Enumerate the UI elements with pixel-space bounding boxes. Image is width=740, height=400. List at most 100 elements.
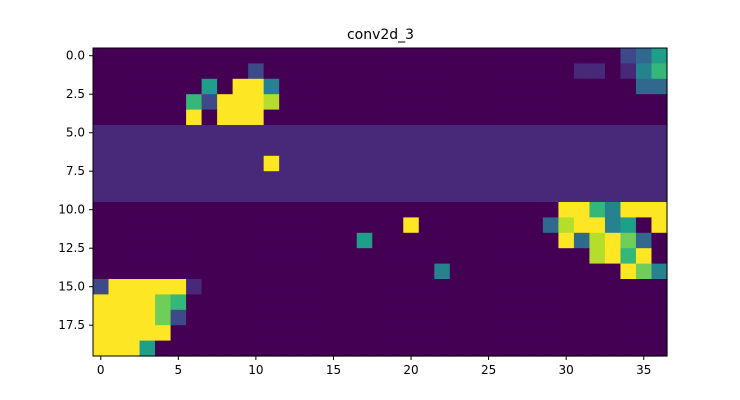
y-tick-label: 5.0 — [66, 126, 85, 140]
heatmap-cell — [325, 63, 342, 80]
heatmap-cell — [248, 186, 265, 203]
heatmap-cell — [186, 263, 203, 280]
heatmap-cell — [341, 279, 358, 295]
heatmap-cell — [449, 155, 466, 172]
heatmap-cell — [511, 202, 528, 218]
heatmap-cell — [465, 125, 482, 141]
heatmap-cell — [418, 140, 435, 157]
heatmap-cell — [310, 202, 327, 218]
heatmap-cell — [403, 155, 420, 172]
heatmap-cell — [589, 63, 606, 80]
y-tick-label: 15.0 — [58, 280, 85, 294]
heatmap-cell — [480, 140, 497, 157]
heatmap-cell — [527, 202, 544, 218]
heatmap-cell — [139, 340, 156, 357]
heatmap-cell — [294, 279, 311, 295]
heatmap-cell — [511, 248, 528, 265]
heatmap-cell — [480, 125, 497, 141]
heatmap-cell — [418, 340, 435, 357]
heatmap-cell — [294, 171, 311, 188]
heatmap-cell — [356, 63, 373, 80]
heatmap-cell — [279, 202, 296, 218]
heatmap-cell — [635, 94, 653, 111]
heatmap-cell — [465, 186, 482, 203]
heatmap-cell — [542, 109, 559, 126]
heatmap-cell — [542, 94, 559, 111]
heatmap-cell — [341, 232, 358, 249]
heatmap-cell — [341, 294, 358, 311]
heatmap-cell — [635, 48, 653, 64]
heatmap-cell — [341, 48, 358, 64]
heatmap-cell — [387, 279, 404, 295]
heatmap-cell — [372, 94, 389, 111]
heatmap-cell — [434, 294, 451, 311]
heatmap-cell — [589, 171, 606, 188]
heatmap-cell — [573, 232, 591, 249]
heatmap-cell — [449, 140, 466, 157]
heatmap-cell — [635, 125, 653, 141]
heatmap-cell — [589, 217, 606, 234]
heatmap-cell — [93, 263, 110, 280]
heatmap-cell — [604, 140, 622, 157]
heatmap-cell — [403, 125, 420, 141]
heatmap-cell — [542, 140, 559, 157]
heatmap-cell — [294, 232, 311, 249]
heatmap-cell — [356, 263, 373, 280]
heatmap-cell — [527, 263, 544, 280]
heatmap-cell — [325, 140, 342, 157]
heatmap-cell — [248, 340, 265, 357]
heatmap-cell — [480, 309, 497, 326]
heatmap-cell — [527, 171, 544, 188]
heatmap-cell — [186, 340, 203, 357]
x-tick-label: 35 — [636, 363, 651, 377]
heatmap-cell — [201, 340, 218, 357]
heatmap-cell — [527, 155, 544, 172]
heatmap-cell — [93, 325, 110, 342]
heatmap-cell — [372, 309, 389, 326]
heatmap-cell — [589, 294, 606, 311]
heatmap-cell — [635, 279, 653, 295]
heatmap-cell — [325, 94, 342, 111]
heatmap-cell — [356, 248, 373, 265]
heatmap-cell — [604, 48, 622, 64]
heatmap-cell — [232, 248, 249, 265]
heatmap-cell — [573, 63, 591, 80]
heatmap-cell — [387, 248, 404, 265]
heatmap-cell — [170, 279, 187, 295]
heatmap-cell — [201, 202, 218, 218]
heatmap-cell — [279, 217, 296, 234]
heatmap-cell — [480, 294, 497, 311]
heatmap-cell — [93, 248, 110, 265]
heatmap-cell — [217, 340, 234, 357]
heatmap-cell — [418, 263, 435, 280]
heatmap-cell — [635, 217, 653, 234]
heatmap-cell — [232, 294, 249, 311]
heatmap-cell — [387, 186, 404, 203]
heatmap-cell — [511, 279, 528, 295]
heatmap-cell — [139, 171, 156, 188]
heatmap-cell — [139, 140, 156, 157]
heatmap-cell — [201, 155, 218, 172]
heatmap-cell — [620, 294, 637, 311]
heatmap-cell — [93, 217, 110, 234]
heatmap-cell — [418, 309, 435, 326]
heatmap-cell — [372, 63, 389, 80]
heatmap-cell — [201, 78, 218, 95]
heatmap-cell — [651, 340, 668, 357]
heatmap-cell — [573, 48, 591, 64]
heatmap-cell — [403, 63, 420, 80]
heatmap-cell — [139, 125, 156, 141]
heatmap-cell — [93, 171, 110, 188]
heatmap-cell — [186, 155, 203, 172]
heatmap-cell — [387, 78, 404, 95]
heatmap-cell — [279, 186, 296, 203]
heatmap-cell — [248, 155, 265, 172]
heatmap-cell — [558, 48, 575, 64]
heatmap-cell — [248, 263, 265, 280]
heatmap-cell — [573, 309, 591, 326]
heatmap-cell — [418, 125, 435, 141]
heatmap-cell — [294, 186, 311, 203]
heatmap-cell — [232, 186, 249, 203]
heatmap-cell — [558, 325, 575, 342]
heatmap-cell — [387, 140, 404, 157]
